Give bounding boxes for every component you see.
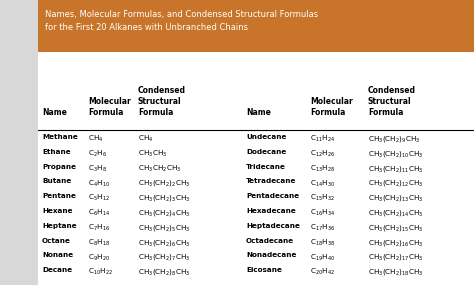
Text: C$_{11}$H$_{24}$: C$_{11}$H$_{24}$ xyxy=(310,134,336,144)
Text: CH$_3$(CH$_2$)$_2$CH$_3$: CH$_3$(CH$_2$)$_2$CH$_3$ xyxy=(138,178,191,188)
Text: Undecane: Undecane xyxy=(246,134,286,140)
Text: Pentane: Pentane xyxy=(42,193,76,199)
Text: CH$_4$: CH$_4$ xyxy=(138,134,154,144)
Text: Nonadecane: Nonadecane xyxy=(246,253,296,258)
Text: Pentadecane: Pentadecane xyxy=(246,193,299,199)
Text: C$_{13}$H$_{28}$: C$_{13}$H$_{28}$ xyxy=(310,164,336,174)
Text: Heptadecane: Heptadecane xyxy=(246,223,300,229)
Text: CH$_3$(CH$_2$)$_{13}$CH$_3$: CH$_3$(CH$_2$)$_{13}$CH$_3$ xyxy=(368,193,424,203)
Text: CH$_3$(CH$_2$)$_{16}$CH$_3$: CH$_3$(CH$_2$)$_{16}$CH$_3$ xyxy=(368,238,424,248)
Text: CH$_3$(CH$_2$)$_3$CH$_3$: CH$_3$(CH$_2$)$_3$CH$_3$ xyxy=(138,193,191,203)
Text: CH$_3$(CH$_2$)$_8$CH$_3$: CH$_3$(CH$_2$)$_8$CH$_3$ xyxy=(138,267,191,277)
Text: C$_{16}$H$_{34}$: C$_{16}$H$_{34}$ xyxy=(310,208,336,218)
Text: Formula: Formula xyxy=(310,108,346,117)
Text: CH$_3$(CH$_2$)$_{15}$CH$_3$: CH$_3$(CH$_2$)$_{15}$CH$_3$ xyxy=(368,223,424,233)
Text: CH$_3$(CH$_2$)$_{11}$CH$_3$: CH$_3$(CH$_2$)$_{11}$CH$_3$ xyxy=(368,164,424,174)
Text: Nonane: Nonane xyxy=(42,253,73,258)
Text: C$_{14}$H$_{30}$: C$_{14}$H$_{30}$ xyxy=(310,178,336,189)
Text: CH$_3$(CH$_2$)$_7$CH$_3$: CH$_3$(CH$_2$)$_7$CH$_3$ xyxy=(138,253,191,262)
Text: Decane: Decane xyxy=(42,267,72,273)
Text: C$_{17}$H$_{36}$: C$_{17}$H$_{36}$ xyxy=(310,223,336,233)
Text: CH$_3$(CH$_2$)$_{12}$CH$_3$: CH$_3$(CH$_2$)$_{12}$CH$_3$ xyxy=(368,178,424,188)
Text: C$_{18}$H$_{38}$: C$_{18}$H$_{38}$ xyxy=(310,238,336,248)
Text: C$_{12}$H$_{26}$: C$_{12}$H$_{26}$ xyxy=(310,149,336,159)
Text: C$_3$H$_8$: C$_3$H$_8$ xyxy=(88,164,107,174)
Text: Tridecane: Tridecane xyxy=(246,164,286,170)
Text: Condensed: Condensed xyxy=(138,86,186,95)
Text: Molecular: Molecular xyxy=(88,97,131,106)
Text: Dodecane: Dodecane xyxy=(246,149,286,155)
Text: CH$_3$CH$_2$CH$_3$: CH$_3$CH$_2$CH$_3$ xyxy=(138,164,182,174)
Text: C$_9$H$_{20}$: C$_9$H$_{20}$ xyxy=(88,253,110,262)
Text: Hexane: Hexane xyxy=(42,208,73,214)
Text: Formula: Formula xyxy=(88,108,123,117)
Text: C$_5$H$_{12}$: C$_5$H$_{12}$ xyxy=(88,193,110,203)
Text: Formula: Formula xyxy=(368,108,403,117)
Text: CH$_3$(CH$_2$)$_9$CH$_3$: CH$_3$(CH$_2$)$_9$CH$_3$ xyxy=(368,134,420,144)
Text: Octadecane: Octadecane xyxy=(246,238,294,244)
Text: Condensed: Condensed xyxy=(368,86,416,95)
Text: Heptane: Heptane xyxy=(42,223,77,229)
Text: Hexadecane: Hexadecane xyxy=(246,208,296,214)
Text: Butane: Butane xyxy=(42,178,71,184)
Text: Formula: Formula xyxy=(138,108,173,117)
Text: C$_6$H$_{14}$: C$_6$H$_{14}$ xyxy=(88,208,110,218)
Text: CH$_3$(CH$_2$)$_4$CH$_3$: CH$_3$(CH$_2$)$_4$CH$_3$ xyxy=(138,208,191,218)
Text: Structural: Structural xyxy=(368,97,411,106)
Text: C$_{15}$H$_{32}$: C$_{15}$H$_{32}$ xyxy=(310,193,335,203)
Text: CH$_3$(CH$_2$)$_{17}$CH$_3$: CH$_3$(CH$_2$)$_{17}$CH$_3$ xyxy=(368,253,424,262)
Text: CH$_3$(CH$_2$)$_{10}$CH$_3$: CH$_3$(CH$_2$)$_{10}$CH$_3$ xyxy=(368,149,424,159)
Text: Propane: Propane xyxy=(42,164,76,170)
Text: CH$_4$: CH$_4$ xyxy=(88,134,103,144)
Text: Tetradecane: Tetradecane xyxy=(246,178,296,184)
Text: C$_{19}$H$_{40}$: C$_{19}$H$_{40}$ xyxy=(310,253,336,262)
Text: C$_{20}$H$_{42}$: C$_{20}$H$_{42}$ xyxy=(310,267,335,277)
Text: C$_{10}$H$_{22}$: C$_{10}$H$_{22}$ xyxy=(88,267,113,277)
Text: Name: Name xyxy=(42,108,67,117)
Text: C$_2$H$_6$: C$_2$H$_6$ xyxy=(88,149,107,159)
Text: Octane: Octane xyxy=(42,238,71,244)
Text: Eicosane: Eicosane xyxy=(246,267,282,273)
Text: CH$_3$(CH$_2$)$_6$CH$_3$: CH$_3$(CH$_2$)$_6$CH$_3$ xyxy=(138,238,191,248)
Text: CH$_3$(CH$_2$)$_{14}$CH$_3$: CH$_3$(CH$_2$)$_{14}$CH$_3$ xyxy=(368,208,424,218)
Text: Molecular: Molecular xyxy=(310,97,353,106)
Text: Structural: Structural xyxy=(138,97,182,106)
Text: CH$_3$CH$_3$: CH$_3$CH$_3$ xyxy=(138,149,167,159)
Text: Methane: Methane xyxy=(42,134,78,140)
Bar xyxy=(38,0,474,52)
Text: for the First 20 Alkanes with Unbranched Chains: for the First 20 Alkanes with Unbranched… xyxy=(45,23,248,32)
Text: CH$_3$(CH$_2$)$_5$CH$_3$: CH$_3$(CH$_2$)$_5$CH$_3$ xyxy=(138,223,191,233)
Bar xyxy=(38,52,474,285)
Text: Ethane: Ethane xyxy=(42,149,71,155)
Text: C$_7$H$_{16}$: C$_7$H$_{16}$ xyxy=(88,223,110,233)
Text: C$_4$H$_{10}$: C$_4$H$_{10}$ xyxy=(88,178,110,189)
Text: Name: Name xyxy=(246,108,271,117)
Text: C$_8$H$_{18}$: C$_8$H$_{18}$ xyxy=(88,238,110,248)
Text: CH$_3$(CH$_2$)$_{18}$CH$_3$: CH$_3$(CH$_2$)$_{18}$CH$_3$ xyxy=(368,267,424,277)
Text: Names, Molecular Formulas, and Condensed Structural Formulas: Names, Molecular Formulas, and Condensed… xyxy=(45,10,318,19)
